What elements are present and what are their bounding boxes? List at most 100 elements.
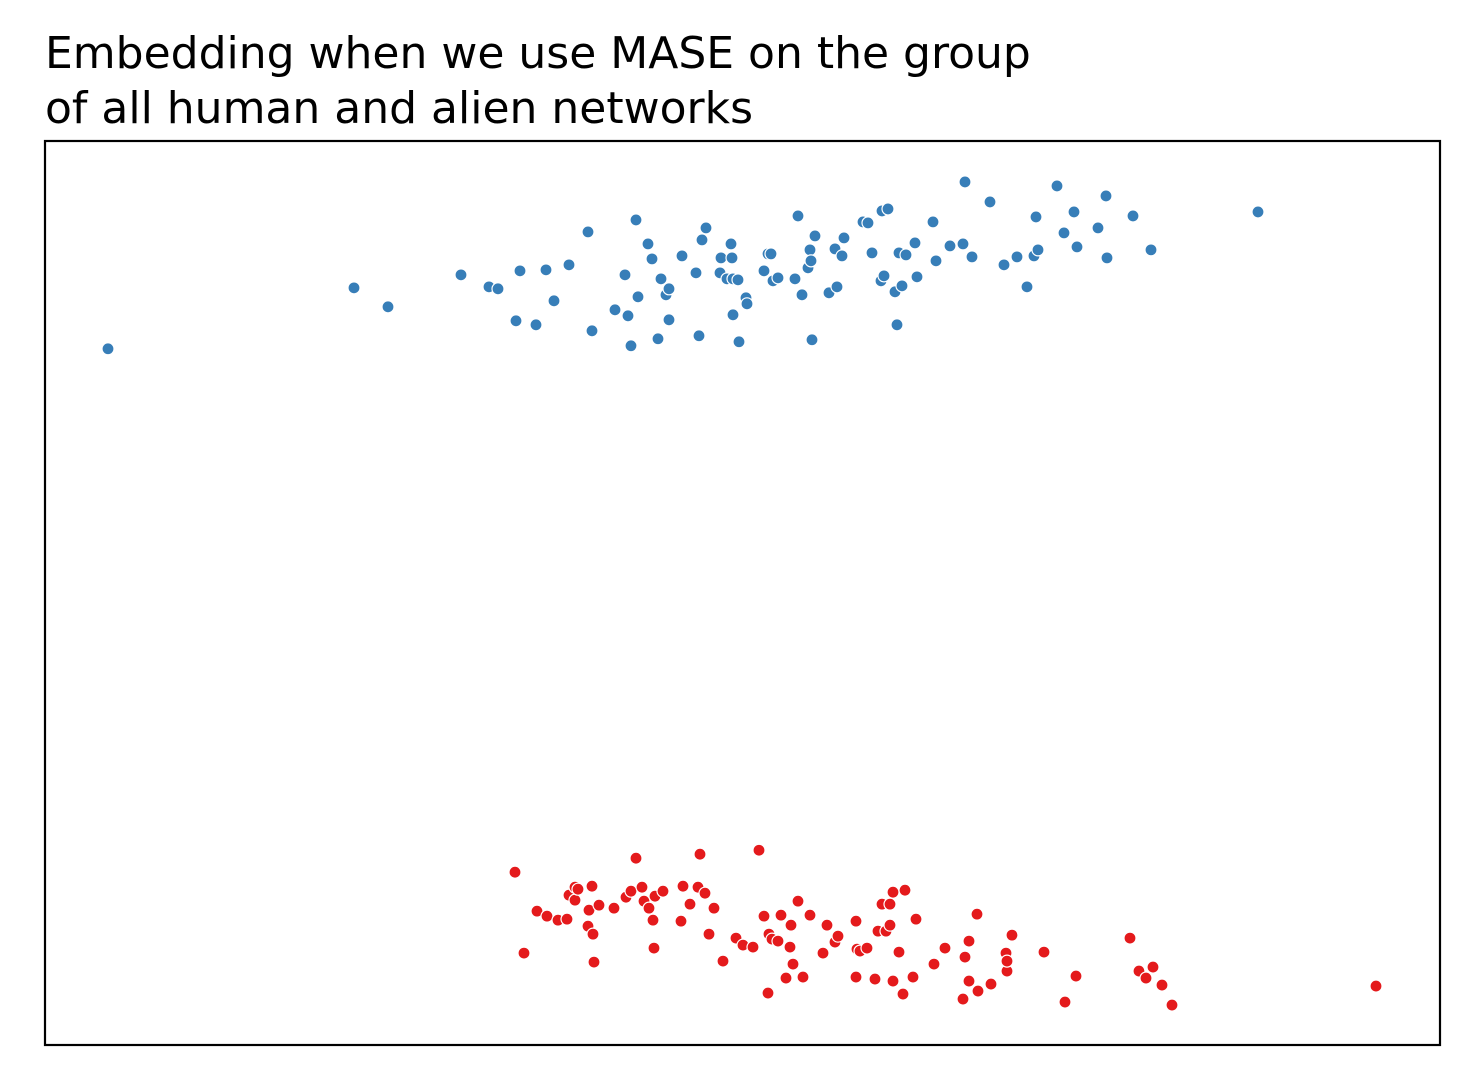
alien-point bbox=[646, 913, 660, 927]
alien-point bbox=[674, 914, 688, 928]
human-point bbox=[943, 239, 957, 253]
alien-point bbox=[779, 971, 793, 985]
alien-point bbox=[629, 851, 643, 865]
human-point bbox=[804, 254, 818, 268]
alien-point bbox=[693, 847, 707, 861]
alien-point bbox=[698, 886, 712, 900]
human-point bbox=[608, 303, 622, 317]
alien-point bbox=[898, 883, 912, 897]
human-point bbox=[662, 282, 676, 296]
human-point bbox=[101, 342, 115, 356]
alien-point bbox=[587, 955, 601, 969]
human-point bbox=[908, 236, 922, 250]
human-point bbox=[381, 300, 395, 314]
alien-point bbox=[970, 907, 984, 921]
alien-point bbox=[683, 897, 697, 911]
human-point bbox=[764, 247, 778, 261]
alien-point bbox=[849, 970, 863, 984]
alien-point bbox=[886, 974, 900, 988]
human-point bbox=[958, 175, 972, 189]
human-point bbox=[732, 335, 746, 349]
human-point bbox=[624, 339, 638, 353]
human-point bbox=[695, 233, 709, 247]
alien-point bbox=[560, 912, 574, 926]
human-point bbox=[675, 249, 689, 263]
human-point bbox=[631, 290, 645, 304]
human-point bbox=[899, 248, 913, 262]
alien-point bbox=[1139, 971, 1153, 985]
alien-point bbox=[783, 940, 797, 954]
alien-point bbox=[676, 879, 690, 893]
alien-point bbox=[1005, 928, 1019, 942]
human-point bbox=[651, 332, 665, 346]
human-point bbox=[1020, 280, 1034, 294]
human-point bbox=[692, 329, 706, 343]
human-point bbox=[581, 225, 595, 239]
human-point bbox=[529, 318, 543, 332]
alien-point bbox=[892, 945, 906, 959]
human-point bbox=[539, 263, 553, 277]
human-point bbox=[830, 280, 844, 294]
alien-point bbox=[820, 918, 834, 932]
alien-point bbox=[540, 909, 554, 923]
alien-point bbox=[757, 909, 771, 923]
alien-point bbox=[702, 927, 716, 941]
human-point bbox=[1029, 210, 1043, 224]
alien-point bbox=[1069, 969, 1083, 983]
human-point bbox=[795, 288, 809, 302]
alien-point bbox=[962, 974, 976, 988]
alien-point bbox=[962, 934, 976, 948]
human-point bbox=[1070, 240, 1084, 254]
human-point bbox=[1126, 209, 1140, 223]
human-point bbox=[1010, 250, 1024, 264]
alien-point bbox=[896, 987, 910, 1001]
human-point bbox=[1031, 243, 1045, 257]
alien-point bbox=[607, 901, 621, 915]
alien-point bbox=[971, 984, 985, 998]
human-point bbox=[910, 270, 924, 284]
human-point bbox=[725, 251, 739, 265]
human-point bbox=[562, 258, 576, 272]
human-point bbox=[654, 272, 668, 286]
alien-point bbox=[984, 977, 998, 991]
alien-point bbox=[958, 950, 972, 964]
alien-point bbox=[883, 897, 897, 911]
human-point bbox=[791, 209, 805, 223]
chart-title-line-1: Embedding when we use MASE on the group bbox=[45, 28, 1031, 79]
alien-point bbox=[635, 880, 649, 894]
alien-point bbox=[707, 901, 721, 915]
human-point bbox=[895, 279, 909, 293]
data-points-layer bbox=[101, 175, 1383, 1012]
alien-point bbox=[1000, 954, 1014, 968]
alien-point bbox=[791, 894, 805, 908]
alien-point bbox=[860, 941, 874, 955]
human-point bbox=[629, 213, 643, 227]
alien-point bbox=[761, 986, 775, 1000]
alien-point bbox=[909, 912, 923, 926]
alien-point bbox=[883, 918, 897, 932]
alien-point bbox=[796, 970, 810, 984]
human-point bbox=[731, 273, 745, 287]
human-point bbox=[724, 237, 738, 251]
plot-area-frame bbox=[43, 139, 1442, 1047]
alien-point bbox=[1123, 931, 1137, 945]
human-point bbox=[788, 272, 802, 286]
alien-point bbox=[1165, 998, 1179, 1012]
human-point bbox=[771, 271, 785, 285]
human-point bbox=[641, 237, 655, 251]
human-point bbox=[454, 268, 468, 282]
human-point bbox=[956, 237, 970, 251]
human-point bbox=[347, 281, 361, 295]
alien-point bbox=[752, 843, 766, 857]
alien-point bbox=[647, 941, 661, 955]
human-point bbox=[740, 297, 754, 311]
alien-point bbox=[784, 918, 798, 932]
alien-point bbox=[517, 946, 531, 960]
human-point bbox=[585, 324, 599, 338]
human-point bbox=[805, 333, 819, 347]
alien-point bbox=[1146, 960, 1160, 974]
human-point bbox=[835, 249, 849, 263]
alien-point bbox=[956, 992, 970, 1006]
